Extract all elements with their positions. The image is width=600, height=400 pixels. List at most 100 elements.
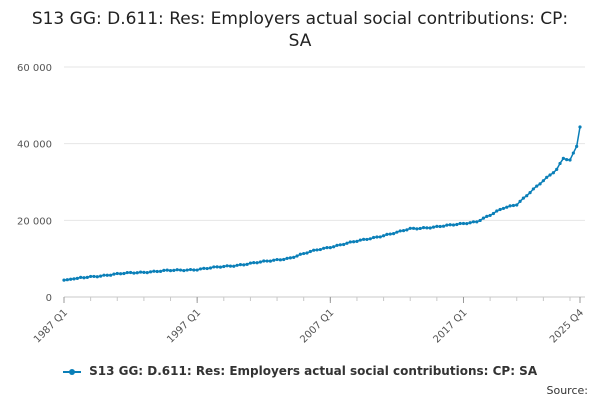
data-point[interactable]: [415, 227, 419, 231]
data-point[interactable]: [292, 255, 296, 260]
data-point[interactable]: [441, 224, 446, 228]
data-point[interactable]: [185, 268, 189, 272]
data-point[interactable]: [501, 206, 506, 211]
data-point[interactable]: [215, 265, 219, 269]
data-point[interactable]: [495, 209, 499, 213]
data-point[interactable]: [109, 273, 113, 277]
data-point[interactable]: [388, 232, 392, 236]
data-point[interactable]: [158, 269, 163, 273]
data-point[interactable]: [455, 222, 459, 227]
data-point[interactable]: [368, 237, 372, 241]
data-point[interactable]: [568, 158, 572, 162]
data-point[interactable]: [391, 232, 396, 236]
data-point[interactable]: [142, 270, 146, 274]
data-point[interactable]: [438, 224, 442, 229]
data-point[interactable]: [252, 261, 256, 265]
data-point[interactable]: [145, 271, 149, 275]
data-point[interactable]: [195, 268, 199, 272]
data-point[interactable]: [222, 264, 226, 269]
data-point[interactable]: [82, 276, 86, 280]
data-point[interactable]: [92, 274, 96, 279]
data-point[interactable]: [385, 232, 389, 236]
data-point[interactable]: [505, 205, 509, 209]
data-point[interactable]: [175, 268, 179, 272]
data-point[interactable]: [198, 267, 203, 271]
data-point[interactable]: [178, 268, 183, 272]
data-point[interactable]: [335, 243, 339, 247]
data-point[interactable]: [298, 252, 302, 256]
data-point[interactable]: [325, 246, 329, 250]
data-point[interactable]: [491, 211, 496, 216]
data-point[interactable]: [481, 216, 486, 220]
data-point[interactable]: [135, 271, 139, 275]
data-point[interactable]: [508, 204, 512, 208]
data-point[interactable]: [478, 218, 482, 223]
data-point[interactable]: [155, 269, 159, 274]
data-point[interactable]: [328, 246, 332, 250]
data-point[interactable]: [398, 229, 402, 233]
data-point[interactable]: [531, 187, 535, 191]
data-point[interactable]: [112, 272, 116, 276]
data-point[interactable]: [365, 237, 369, 242]
data-point[interactable]: [99, 274, 103, 278]
data-point[interactable]: [411, 226, 416, 230]
data-point[interactable]: [518, 199, 522, 203]
data-point[interactable]: [205, 266, 209, 271]
data-point[interactable]: [575, 144, 579, 148]
data-point[interactable]: [315, 248, 319, 252]
data-point[interactable]: [421, 226, 426, 230]
data-point[interactable]: [428, 226, 432, 230]
data-point[interactable]: [448, 223, 452, 227]
data-point[interactable]: [435, 224, 439, 228]
data-point[interactable]: [318, 247, 322, 252]
data-point[interactable]: [378, 235, 382, 239]
data-point[interactable]: [352, 240, 356, 244]
data-point[interactable]: [535, 184, 539, 188]
data-point[interactable]: [212, 265, 216, 269]
data-point[interactable]: [248, 261, 253, 265]
data-point[interactable]: [115, 271, 119, 276]
data-point[interactable]: [282, 257, 286, 262]
data-point[interactable]: [488, 213, 492, 218]
data-point[interactable]: [228, 264, 233, 268]
data-point[interactable]: [555, 167, 559, 172]
data-point[interactable]: [225, 264, 229, 268]
data-point[interactable]: [471, 220, 476, 224]
data-point[interactable]: [302, 251, 306, 256]
data-point[interactable]: [348, 240, 352, 244]
legend[interactable]: S13 GG: D.611: Res: Employers actual soc…: [0, 364, 600, 378]
data-point[interactable]: [285, 256, 289, 260]
data-point[interactable]: [475, 220, 479, 224]
data-point[interactable]: [405, 228, 409, 232]
data-point[interactable]: [265, 259, 269, 263]
data-point[interactable]: [451, 223, 456, 227]
data-point[interactable]: [545, 175, 549, 179]
data-point[interactable]: [521, 196, 526, 200]
data-point[interactable]: [192, 268, 196, 272]
data-point[interactable]: [152, 269, 156, 273]
data-point[interactable]: [468, 221, 472, 225]
data-point[interactable]: [578, 125, 582, 129]
data-point[interactable]: [305, 251, 309, 255]
data-point[interactable]: [561, 156, 565, 160]
data-point[interactable]: [172, 268, 176, 272]
data-point[interactable]: [102, 273, 106, 277]
data-point[interactable]: [538, 182, 542, 186]
data-point[interactable]: [528, 191, 532, 195]
data-point[interactable]: [105, 273, 109, 277]
data-point[interactable]: [162, 268, 166, 272]
data-point[interactable]: [128, 270, 133, 275]
data-point[interactable]: [458, 221, 462, 226]
data-point[interactable]: [242, 263, 246, 267]
data-point[interactable]: [332, 245, 336, 249]
data-point[interactable]: [258, 260, 263, 264]
data-point[interactable]: [401, 229, 406, 233]
data-point[interactable]: [79, 275, 83, 279]
data-point[interactable]: [188, 267, 193, 272]
data-point[interactable]: [89, 274, 93, 279]
data-point[interactable]: [308, 249, 312, 254]
data-point[interactable]: [465, 222, 469, 226]
data-point[interactable]: [498, 207, 502, 212]
data-point[interactable]: [262, 259, 266, 263]
data-point[interactable]: [338, 243, 342, 247]
